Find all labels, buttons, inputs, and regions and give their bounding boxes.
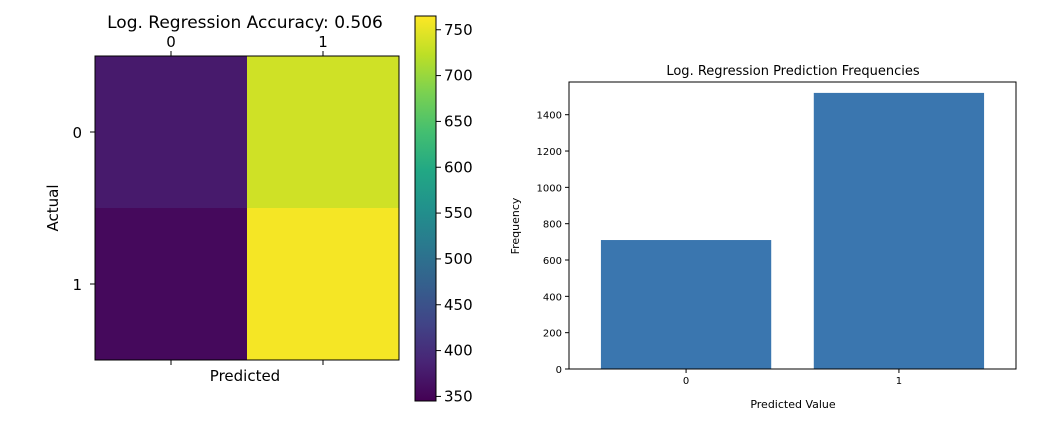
colorbar-tick-label: 550 [444,204,473,222]
bar-y-tick-label: 600 [543,256,562,267]
heatmap-ylabel: Actual [44,185,62,232]
bar-y-tick-label: 400 [543,292,562,303]
heatmap-cell [95,208,247,360]
bar-y-tick-label: 1000 [537,183,562,194]
colorbar-tick-label: 350 [444,387,473,405]
colorbar-tick-label: 750 [444,21,473,39]
colorbar-tick-label: 450 [444,296,473,314]
confusion-matrix-chart: 0 1 0 1 Log. Regression Accuracy: 0.506 Pre… [44,13,400,385]
colorbar-tick-label: 400 [444,342,473,360]
bar-marks [600,92,985,369]
bar-ylabel: Frequency [509,197,522,254]
heatmap-cell [247,208,399,360]
colorbar-tick-label: 700 [444,67,473,85]
bar [600,240,772,369]
bar-y-tick-label: 0 [556,365,562,376]
bar-y-tick-label: 1200 [537,147,562,158]
bar-xlabel: Predicted Value [750,398,836,411]
heatmap-cell [247,56,399,208]
heatmap-cell [95,56,247,208]
heatmap-y-tick-label: 0 [72,124,82,142]
bar-title: Log. Regression Prediction Frequencies [666,64,920,79]
heatmap-x-tick-label: 0 [166,33,176,51]
colorbar-tick-label: 600 [444,158,473,176]
bar [813,92,985,369]
bar-ticks: 0 1 0 200 400 600 800 1000 1200 1400 [537,111,903,387]
heatmap-ticks: 0 1 0 1 [72,33,328,365]
prediction-frequency-chart: 0 1 0 200 400 600 800 1000 1200 1400 Log. Regress… [509,64,1017,411]
colorbar-tick-label: 500 [444,250,473,268]
colorbar: 350 400 450 500 550 600 650 700 750 [414,15,473,405]
heatmap-xlabel: Predicted [210,367,280,385]
bar-x-tick-label: 0 [683,376,689,387]
heatmap-y-tick-label: 1 [72,276,82,294]
heatmap-x-tick-label: 1 [318,33,328,51]
heatmap-frame [94,55,400,361]
colorbar-gradient [414,15,437,402]
colorbar-ticks: 350 400 450 500 550 600 650 700 750 [436,21,473,405]
heatmap-cells [95,56,399,360]
bar-y-tick-label: 200 [543,329,562,340]
bar-axes-frame [568,81,1017,370]
bar-y-tick-label: 800 [543,220,562,231]
heatmap-title: Log. Regression Accuracy: 0.506 [107,13,383,33]
bar-x-tick-label: 1 [896,376,902,387]
colorbar-tick-label: 650 [444,112,473,130]
bar-y-tick-label: 1400 [537,111,562,122]
